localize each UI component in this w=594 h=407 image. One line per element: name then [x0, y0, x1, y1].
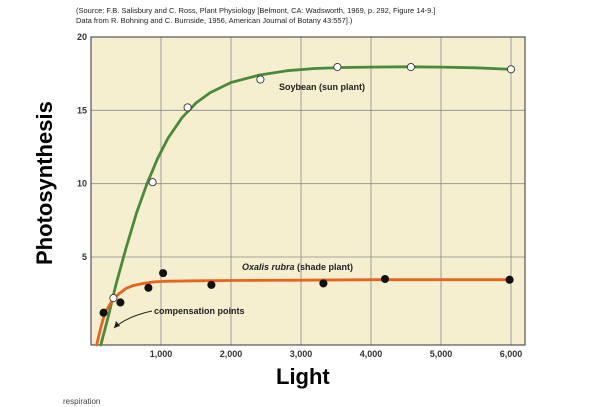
soybean-data-point — [256, 75, 265, 84]
y-axis-title: Photosynthesis — [32, 101, 57, 265]
cut-off-text: respiration — [63, 397, 100, 406]
oxalis-data-point — [319, 279, 328, 288]
x-axis-title: Light — [276, 364, 330, 389]
y-tick-label: 15 — [77, 105, 87, 115]
plot-area — [91, 37, 525, 345]
oxalis-label: Oxalis rubra (shade plant) — [242, 262, 353, 272]
oxalis-data-point — [99, 308, 108, 317]
oxalis-label-rest: (shade plant) — [295, 262, 354, 272]
soybean-data-point — [333, 63, 342, 72]
axes — [90, 36, 526, 346]
source-line-2: Data from R. Bohning and C. Burnside, 19… — [76, 16, 353, 25]
soybean-data-point — [148, 178, 157, 187]
soybean-data-point — [183, 103, 192, 112]
x-tick-label: 6,000 — [500, 349, 523, 359]
oxalis-data-point — [144, 283, 153, 292]
soybean-data-point — [506, 65, 516, 74]
oxalis-data-point — [380, 274, 390, 284]
compensation-points-label: compensation points — [154, 306, 245, 316]
oxalis-data-point — [505, 275, 514, 284]
soybean-data-point — [109, 294, 118, 303]
oxalis-data-point — [207, 280, 216, 289]
oxalis-data-point — [159, 269, 168, 278]
y-tick-label: 5 — [82, 252, 87, 262]
x-axis-ticks: 1,000 2,000 3,000 4,000 5,000 6,000 — [150, 349, 523, 359]
soybean-data-point — [406, 63, 415, 72]
series-line-0 — [99, 65, 513, 347]
y-tick-label: 20 — [77, 32, 87, 42]
oxalis-label-italic: Oxalis rubra — [242, 262, 295, 272]
x-tick-label: 5,000 — [430, 349, 453, 359]
x-tick-label: 4,000 — [360, 349, 383, 359]
x-tick-label: 2,000 — [220, 349, 243, 359]
x-tick-label: 3,000 — [290, 349, 313, 359]
y-axis-ticks: 5 10 15 20 — [77, 32, 87, 262]
y-tick-label: 10 — [77, 179, 87, 189]
series-line-1 — [95, 278, 513, 347]
series-curves — [95, 65, 513, 347]
source-line-1: (Source: F.B. Salisbury and C. Ross, Pla… — [76, 6, 435, 15]
plot-frame — [90, 36, 526, 346]
compensation-arrow — [113, 310, 153, 329]
soybean-label: Soybean (sun plant) — [279, 82, 365, 92]
oxalis-data-point — [116, 298, 125, 307]
series-points — [99, 63, 516, 317]
x-tick-label: 1,000 — [150, 349, 173, 359]
